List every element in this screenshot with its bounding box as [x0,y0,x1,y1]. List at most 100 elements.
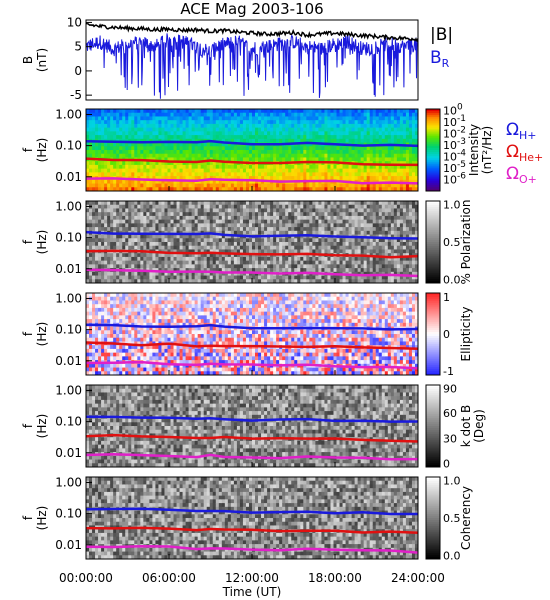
heatmap-cell [354,127,359,132]
heatmap-cell [390,208,395,213]
heatmap-cell [149,183,153,188]
heatmap-cell [402,138,407,143]
heatmap-cell [345,123,349,129]
heatmap-cell [366,268,371,273]
heatmap-cell [300,120,304,125]
heatmap-cell [179,242,183,247]
heatmap-cell [224,268,229,273]
heatmap-cell [236,179,241,184]
heatmap-cell [155,201,159,206]
colorbar-step [426,127,440,130]
heatmap-cell [366,112,371,117]
heatmap-cell [345,242,349,247]
heatmap-cell [375,245,380,250]
heatmap-cell [185,168,190,173]
heatmap-cell [146,260,150,265]
heatmap-cell [152,168,156,173]
heatmap-cell [137,146,141,151]
heatmap-cell [155,135,159,140]
heatmap-cell [390,131,395,136]
heatmap-cell [348,127,352,132]
heatmap-cell [378,275,383,280]
heatmap-cell [351,153,356,158]
heatmap-cell [194,268,199,273]
heatmap-cell [149,275,153,280]
heatmap-cell [279,256,283,262]
heatmap-cell [224,212,229,217]
heatmap-cell [348,109,352,114]
heatmap-cell [101,109,105,114]
heatmap-cell [128,227,132,232]
colorbar-step [426,203,440,206]
heatmap-cell [282,135,286,140]
heatmap-cell [327,215,331,221]
heatmap-cell [110,264,114,269]
heatmap-cell [188,264,193,269]
heatmap-cell [252,279,256,284]
heatmap-cell [282,150,286,155]
heatmap-cell [179,260,183,265]
heatmap-cell [224,135,229,140]
heatmap-cell [200,109,205,114]
heatmap-cell [203,168,208,173]
heatmap-cell [378,219,383,224]
heatmap-cell [357,245,362,250]
heatmap-cell [291,164,295,170]
heatmap-cell [89,183,93,188]
heatmap-cell [315,120,319,125]
heatmap-cell [212,168,217,173]
heatmap-cell [119,242,123,247]
heatmap-cell [270,157,274,162]
colorbar-step [426,119,440,122]
heatmap-cell [89,135,93,140]
heatmap-cell [270,260,274,265]
heatmap-cell [291,279,295,284]
heatmap-cell [303,242,307,247]
heatmap-cell [158,253,162,258]
heatmap-cell [89,264,93,269]
heatmap-cell [276,127,280,132]
heatmap-cell [92,201,96,206]
heatmap-cell [179,157,183,162]
heatmap-cell [242,271,247,276]
heatmap-cell [390,253,395,258]
heatmap-cell [315,279,319,284]
heatmap-cell [306,256,310,262]
heatmap-cell [276,249,280,254]
heatmap-cell [194,219,199,224]
heatmap-cell [191,153,196,158]
y-tick-label: -5 [70,88,82,102]
heatmap-cell [116,153,120,158]
heatmap-cell [110,183,114,188]
heatmap-cell [206,153,211,158]
heatmap-cell [327,120,331,125]
heatmap-cell [261,227,265,232]
heatmap-cell [405,279,410,284]
heatmap-cell [411,227,416,232]
heatmap-cell [402,234,407,239]
heatmap-cell [212,153,217,158]
heatmap-cell [399,253,404,258]
heatmap-cell [131,238,135,243]
heatmap-cell [267,230,271,235]
heatmap-cell [197,204,202,209]
heatmap-cell [408,135,413,140]
heatmap-cell [252,201,256,206]
heatmap-cell [252,215,256,221]
colorbar-step [426,231,440,235]
heatmap-cell [258,201,262,206]
heatmap-cell [119,215,123,221]
heatmap-cell [300,227,304,232]
heatmap-cell [306,245,310,250]
heatmap-cell [408,208,413,213]
heatmap-cell [354,208,359,213]
heatmap-cell [372,212,377,217]
heatmap-cell [164,260,168,265]
heatmap-cell [270,249,274,254]
heatmap-cell [203,161,208,166]
heatmap-cell [381,223,386,228]
heatmap-cell [89,208,93,213]
heatmap-cell [236,204,241,209]
heatmap-cell [134,112,138,117]
